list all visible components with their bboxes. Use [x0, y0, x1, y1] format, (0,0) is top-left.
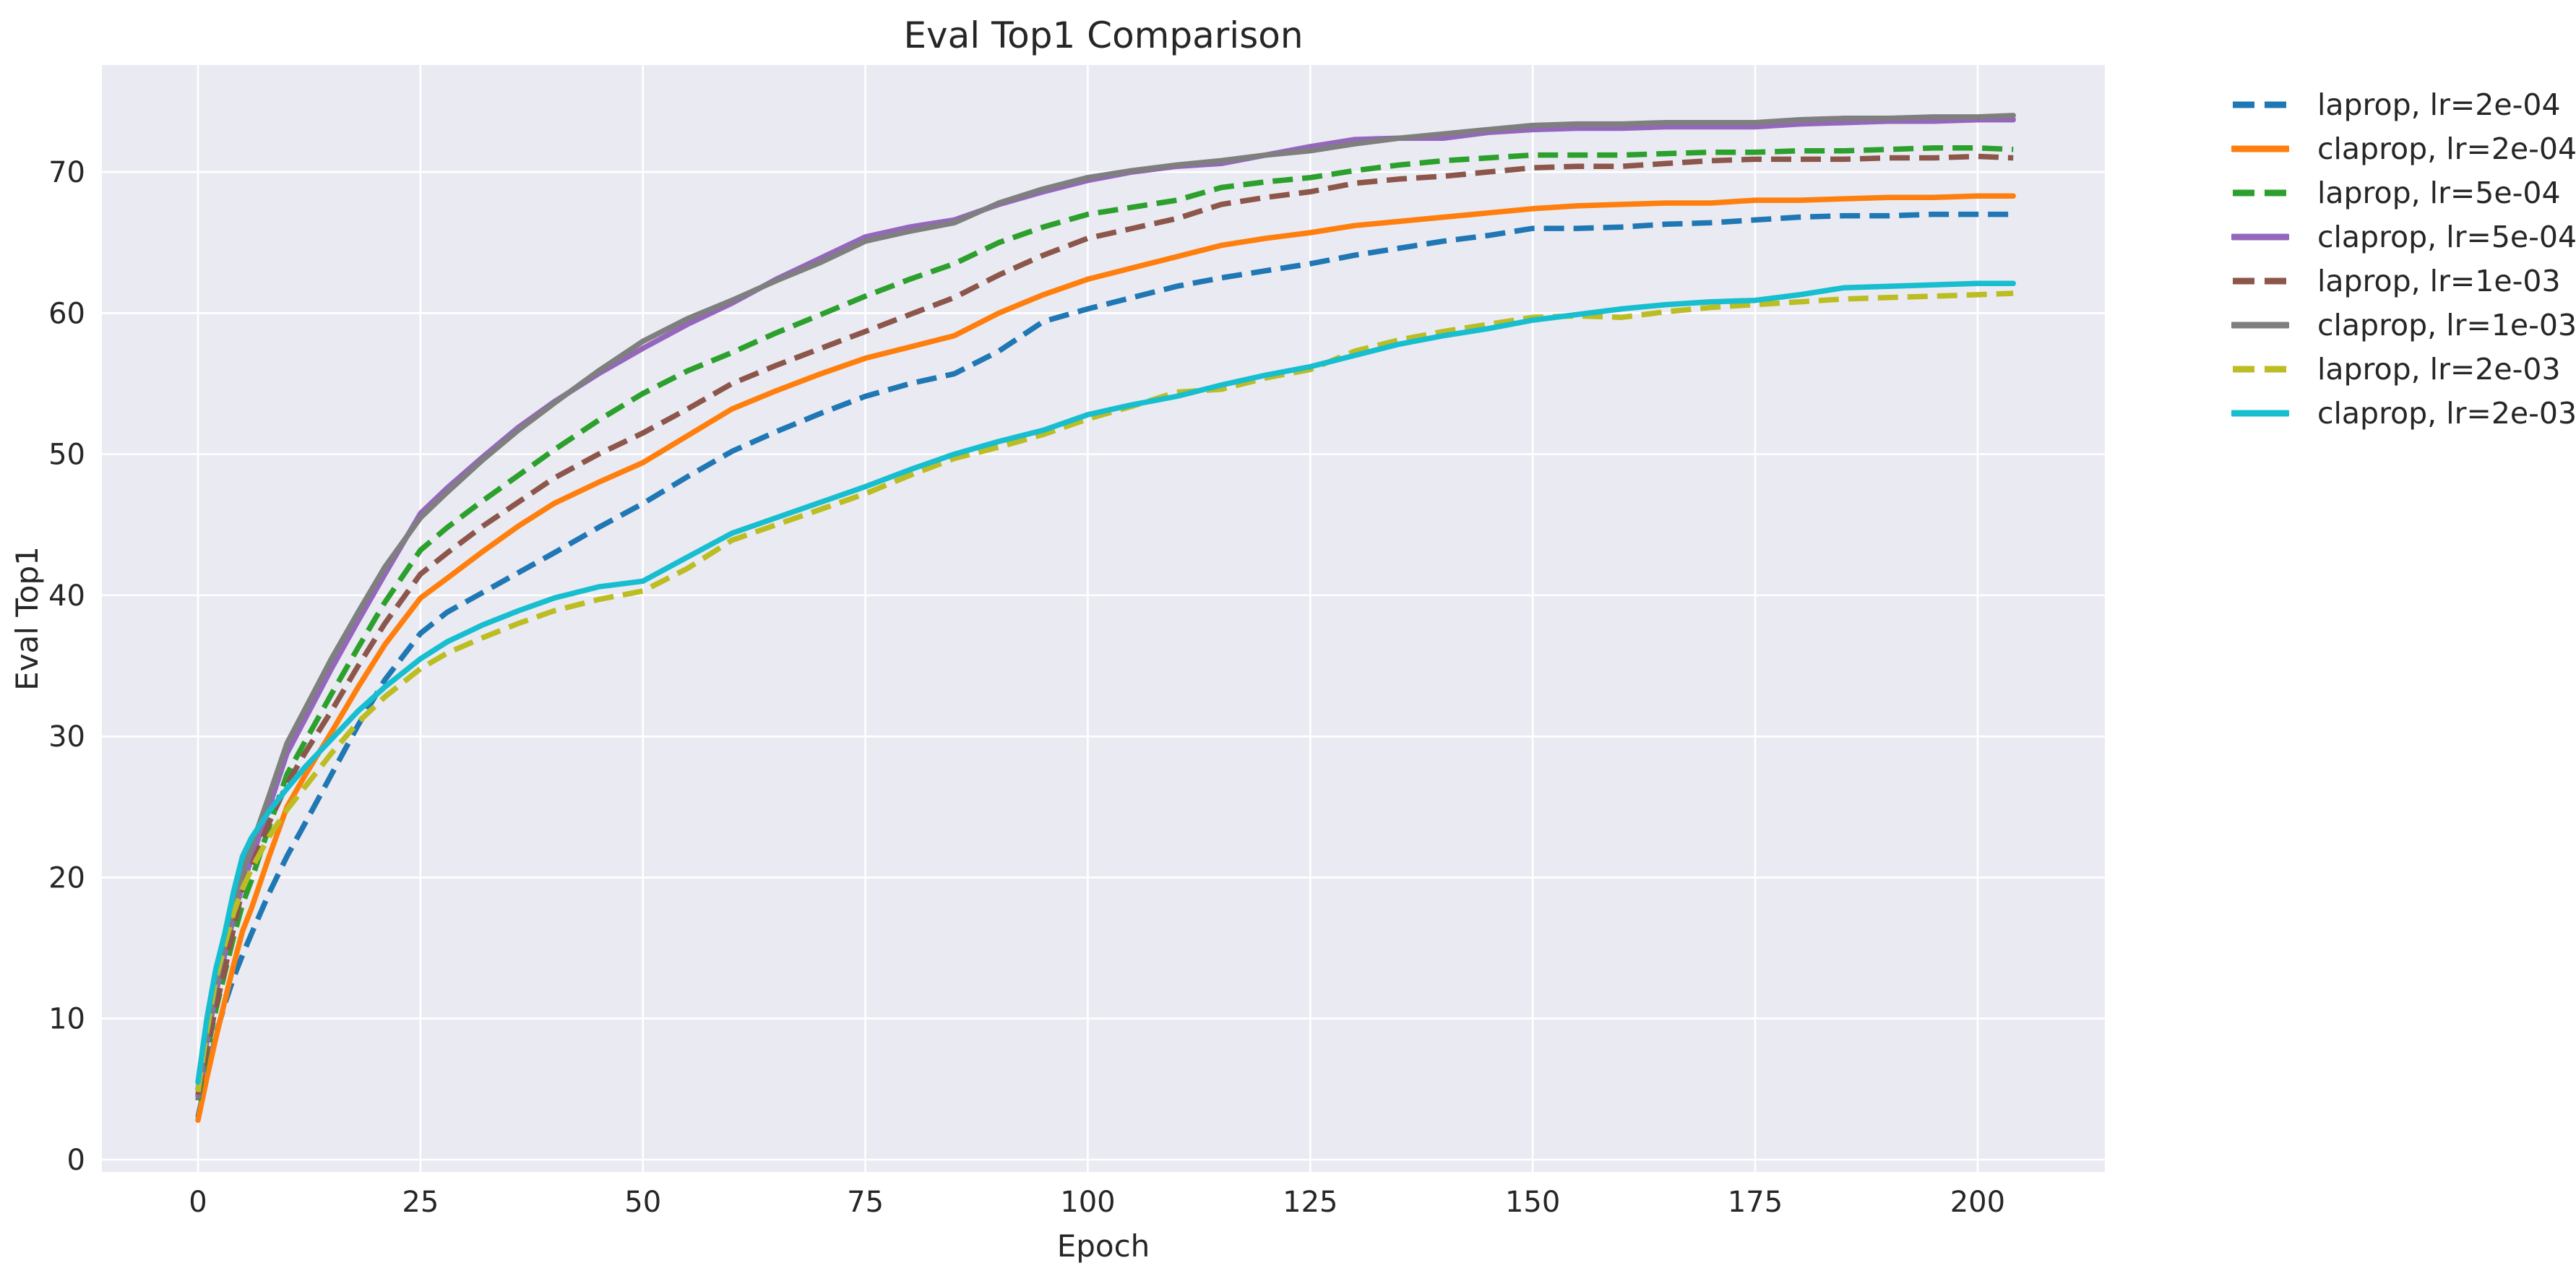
series-line-laprop-lr-2e-04 [195, 211, 2014, 1118]
legend-item-laprop-lr-1e-03: laprop, lr=1e-03 [2231, 259, 2576, 303]
y-axis-label: Eval Top1 [9, 546, 45, 691]
series-line-laprop-lr-1e-03 [195, 153, 2014, 1095]
x-axis-label: Epoch [1056, 1228, 1150, 1264]
x-tick-label-75: 75 [847, 1186, 884, 1219]
legend-swatch-solid-line-icon [2231, 410, 2289, 416]
plot-background [102, 65, 2105, 1172]
series-line-claprop-lr-5e-04 [195, 117, 2016, 1099]
x-tick-label-125: 125 [1283, 1186, 1337, 1219]
legend-swatch-dashed-line-icon [2233, 189, 2288, 196]
x-tick-label-150: 150 [1505, 1186, 1560, 1219]
series-line-claprop-lr-1e-03 [195, 113, 2016, 1092]
legend-item-claprop-lr-2e-03: claprop, lr=2e-03 [2231, 391, 2576, 435]
x-tick-label-200: 200 [1950, 1186, 2005, 1219]
legend-swatch-solid-line-icon [2231, 145, 2289, 152]
series-line-claprop-lr-2e-04 [195, 193, 2016, 1124]
legend-swatch-solid-line-icon [2231, 322, 2289, 328]
x-tick-label-175: 175 [1728, 1186, 1783, 1219]
legend-item-claprop-lr-1e-03: claprop, lr=1e-03 [2231, 303, 2576, 347]
legend-label: claprop, lr=2e-04 [2317, 131, 2576, 166]
y-tick-label-10: 10 [48, 1003, 85, 1036]
x-tick-label-25: 25 [402, 1186, 439, 1219]
legend-label: claprop, lr=5e-04 [2317, 219, 2576, 254]
legend-swatch-dashed-line-icon [2233, 277, 2288, 284]
legend-label: claprop, lr=2e-03 [2317, 395, 2576, 431]
y-tick-label-40: 40 [48, 579, 85, 613]
legend-swatch-dashed-line-icon [2233, 366, 2288, 372]
y-tick-label-30: 30 [48, 720, 85, 754]
chart-title: Eval Top1 Comparison [903, 14, 1304, 56]
y-tick-label-20: 20 [48, 861, 85, 895]
series-line-claprop-lr-2e-03 [195, 280, 2016, 1085]
legend-item-laprop-lr-2e-04: laprop, lr=2e-04 [2231, 82, 2576, 126]
legend-swatch-dashed-line-icon [2233, 101, 2288, 108]
legend-item-claprop-lr-5e-04: claprop, lr=5e-04 [2231, 215, 2576, 259]
legend: laprop, lr=2e-04 claprop, lr=2e-04 laprop,… [2231, 82, 2576, 435]
y-tick-label-60: 60 [48, 297, 85, 330]
y-tick-label-50: 50 [48, 439, 85, 472]
y-tick-label-70: 70 [48, 156, 85, 189]
legend-swatch-solid-line-icon [2231, 233, 2289, 240]
legend-item-claprop-lr-2e-04: claprop, lr=2e-04 [2231, 126, 2576, 171]
legend-label: laprop, lr=2e-03 [2317, 351, 2561, 387]
series-line-laprop-lr-5e-04 [195, 145, 2014, 1101]
legend-label: laprop, lr=1e-03 [2317, 263, 2561, 298]
x-tick-label-100: 100 [1060, 1186, 1115, 1219]
x-tick-label-0: 0 [189, 1186, 207, 1219]
legend-item-laprop-lr-2e-03: laprop, lr=2e-03 [2231, 347, 2576, 391]
x-tick-label-50: 50 [624, 1186, 661, 1219]
y-tick-label-0: 0 [67, 1144, 85, 1177]
legend-label: laprop, lr=5e-04 [2317, 175, 2561, 210]
legend-item-laprop-lr-5e-04: laprop, lr=5e-04 [2231, 171, 2576, 215]
series-line-laprop-lr-2e-03 [195, 290, 2014, 1092]
legend-label: claprop, lr=1e-03 [2317, 307, 2576, 342]
legend-label: laprop, lr=2e-04 [2317, 87, 2561, 122]
